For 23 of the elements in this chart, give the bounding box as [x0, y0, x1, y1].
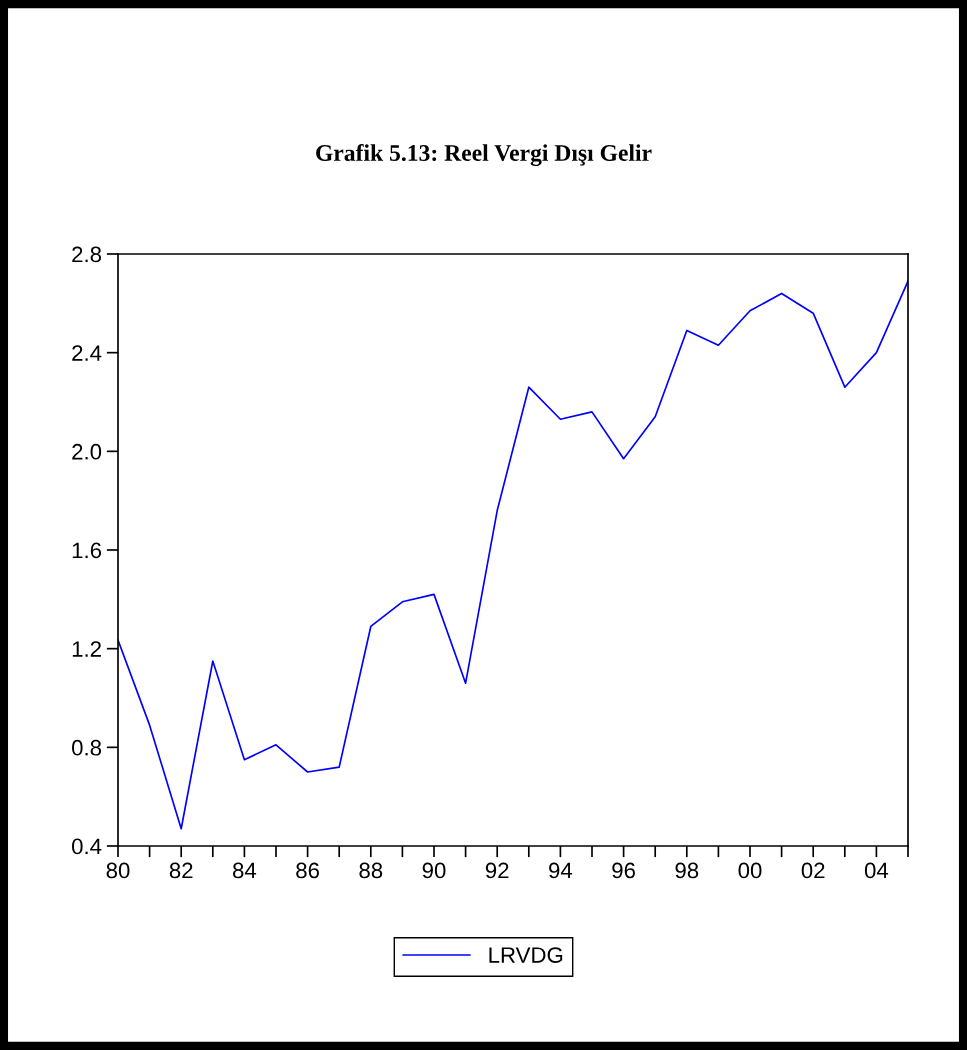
- x-tick-label: 90: [422, 862, 446, 879]
- x-tick-label: 80: [106, 862, 130, 879]
- x-tick-label: 04: [864, 862, 889, 879]
- legend-label: LRVDG: [489, 947, 563, 963]
- x-tick-label: 84: [233, 862, 257, 879]
- y-tick-label: 1.6: [72, 542, 102, 559]
- x-tick-label: 92: [485, 862, 509, 879]
- x-tick-label: 96: [612, 862, 635, 879]
- x-tick-label: 82: [169, 862, 193, 879]
- line-series: [118, 280, 908, 830]
- x-tick-label: 88: [359, 862, 383, 879]
- x-tick-label: 94: [549, 862, 573, 879]
- y-tick-label: 2.4: [72, 345, 102, 361]
- x-tick-label: 86: [296, 862, 319, 879]
- x-tick-label: 98: [675, 862, 699, 879]
- y-tick-label: 2.0: [72, 443, 102, 460]
- x-tick-label: 02: [801, 862, 825, 879]
- chart-title: Grafik 5.13: Reel Vergi Dışı Gelir: [316, 144, 652, 166]
- y-tick-label: 1.2: [72, 641, 101, 657]
- y-tick-label: 0.8: [72, 739, 102, 756]
- y-tick-label: 0.4: [72, 838, 102, 855]
- y-tick-label: 2.8: [72, 246, 102, 263]
- x-tick-label: 00: [738, 862, 762, 879]
